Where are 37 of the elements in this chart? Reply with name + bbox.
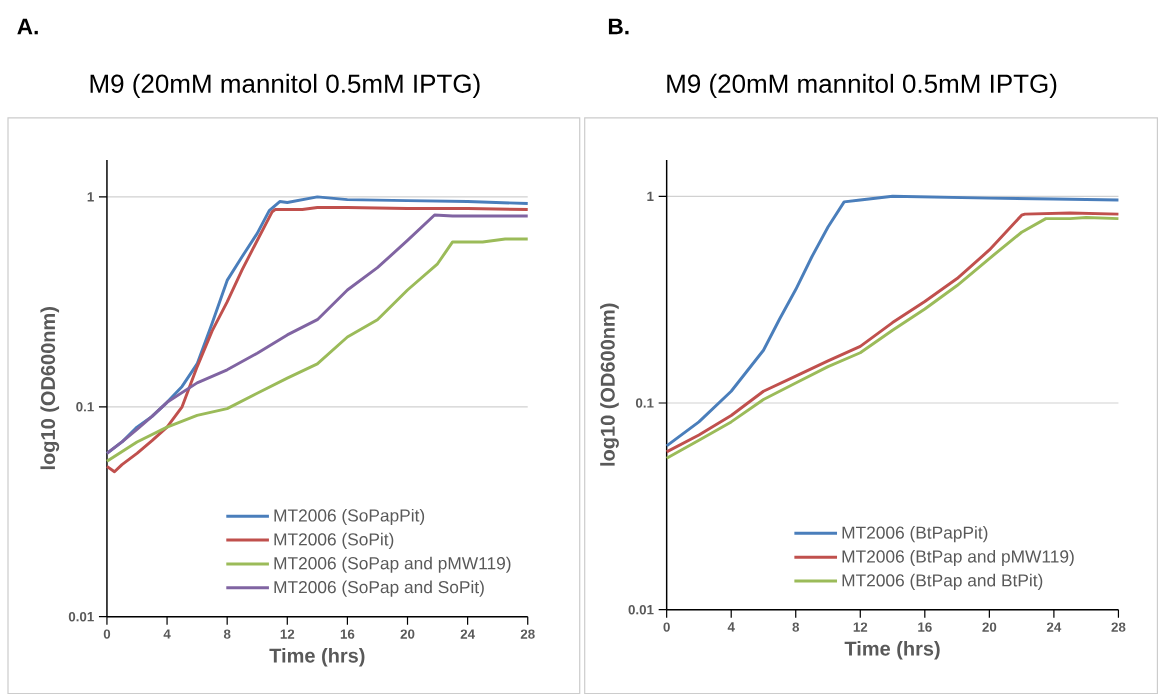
chart-title: M9 (20mM mannitol 0.5mM IPTG): [90, 73, 480, 98]
x-tick-label: 0: [663, 622, 670, 632]
legend-label: MT2006 (SoPap and pMW119): [274, 556, 511, 573]
chart-title: M9 (20mM mannitol 0.5mM IPTG): [667, 73, 1057, 98]
x-tick-label: 28: [1111, 622, 1126, 632]
y-tick-label: 0.01: [628, 604, 654, 615]
x-tick-label: 4: [727, 622, 735, 632]
legend-label: MT2006 (SoPap and SoPit): [274, 580, 484, 597]
legend-label: MT2006 (BtPap and BtPit): [842, 573, 1043, 590]
x-tick-label: 8: [223, 629, 231, 639]
x-tick-label: 16: [918, 622, 932, 632]
x-tick-label: 12: [853, 622, 868, 632]
text: A.: [17, 18, 38, 35]
y-tick-label: 0.01: [68, 611, 94, 622]
legend-label: MT2006 (BtPapPit): [842, 525, 988, 543]
y-axis-title: log10 (OD600nm): [600, 303, 619, 466]
y-tick-label: 0.1: [76, 401, 94, 412]
y-tick-label: 1: [647, 191, 654, 201]
x-tick-label: 12: [280, 629, 295, 639]
y-axis-title: log10 (OD600nm): [40, 307, 60, 469]
x-tick-label: 20: [400, 629, 415, 639]
y-tick-label: 0.1: [635, 398, 654, 408]
text: B.: [608, 18, 629, 35]
x-axis-title: Time (hrs): [269, 647, 365, 667]
legend-label: MT2006 (SoPapPit): [274, 508, 425, 525]
y-tick-label: 1: [87, 192, 94, 202]
x-tick-label: 24: [1046, 622, 1062, 632]
x-tick-label: 24: [460, 629, 475, 639]
x-tick-label: 4: [163, 629, 171, 639]
x-tick-label: 20: [982, 622, 997, 632]
legend-label: MT2006 (SoPit): [274, 532, 394, 549]
legend-label: MT2006 (BtPap and pMW119): [842, 549, 1074, 566]
x-axis-title: Time (hrs): [844, 640, 940, 660]
x-tick-label: 8: [792, 622, 800, 632]
x-tick-label: 28: [520, 629, 535, 639]
x-tick-label: 16: [340, 629, 355, 639]
x-tick-label: 0: [103, 629, 111, 639]
